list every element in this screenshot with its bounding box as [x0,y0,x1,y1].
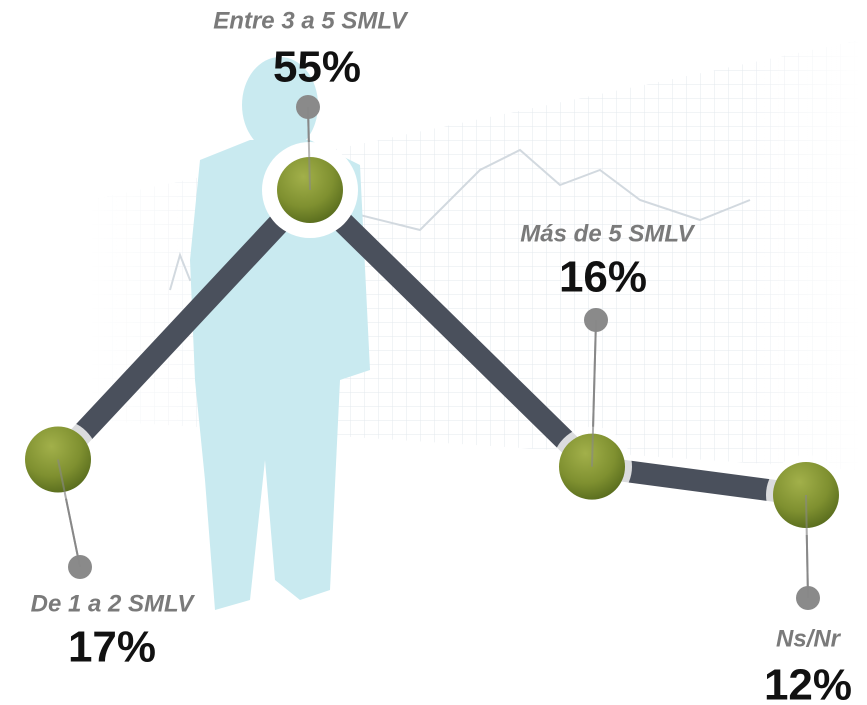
category-label: De 1 a 2 SMLV [31,590,196,617]
value-label: 16% [559,253,647,302]
category-label: Más de 5 SMLV [520,220,695,247]
person-silhouette [190,57,370,610]
value-label: 55% [273,43,361,92]
pin-line-top [805,494,809,599]
pin-line-top [591,319,597,467]
value-label: 12% [764,661,852,705]
value-label: 17% [68,623,156,672]
pin-line-top [57,459,81,568]
pin-line-top [307,106,311,191]
category-label: Ns/Nr [776,625,842,652]
line [49,174,808,506]
category-label: Entre 3 a 5 SMLV [213,7,408,34]
